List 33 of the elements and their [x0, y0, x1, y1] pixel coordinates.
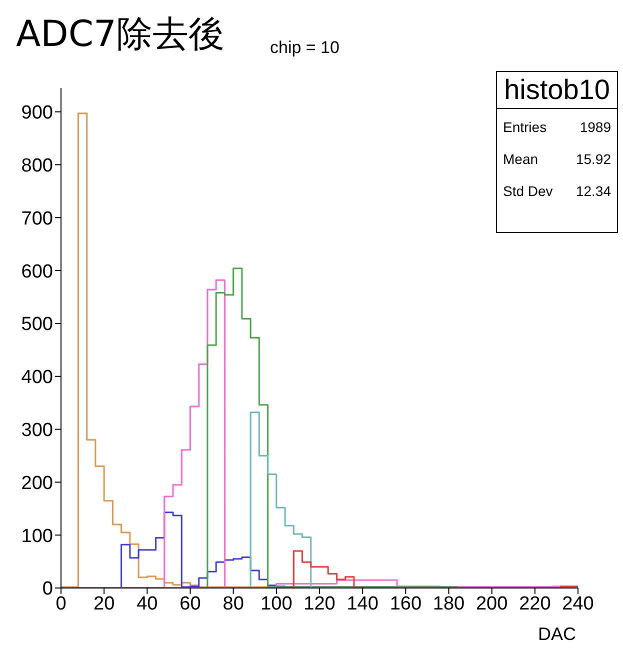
- x-tick-label: 200: [476, 593, 508, 614]
- y-tick-label: 800: [21, 155, 53, 176]
- y-tick-label: 400: [21, 367, 53, 388]
- annotation: histob10: [497, 72, 617, 109]
- chart-subtitle: chip = 10: [270, 38, 340, 58]
- y-tick-label: 600: [21, 261, 53, 282]
- x-tick-label: 180: [432, 593, 465, 614]
- x-tick-label: 240: [562, 593, 594, 614]
- annotation: Entries: [503, 119, 547, 135]
- x-tick-label: 0: [56, 593, 66, 614]
- annotation: Std Dev: [503, 183, 553, 199]
- y-tick-label: 700: [21, 208, 53, 230]
- y-tick-label: 200: [21, 472, 53, 494]
- x-tick-label: 220: [519, 593, 551, 614]
- chart-title: ADC7除去後: [16, 13, 224, 57]
- y-tick-label: 900: [21, 102, 53, 124]
- y-tick-label: 500: [21, 314, 53, 336]
- x-tick-label: 100: [260, 593, 292, 614]
- text: 1989: [580, 119, 611, 135]
- x-axis-title: DAC: [538, 624, 576, 645]
- x-tick-label: 160: [390, 593, 422, 614]
- x-tick-label: 140: [346, 593, 378, 614]
- x-tick-label: 40: [136, 593, 158, 614]
- y-tick-label: 300: [21, 420, 53, 442]
- x-tick-label: 80: [222, 593, 244, 614]
- y-tick-label: 100: [21, 526, 53, 547]
- x-tick-label: 20: [94, 593, 115, 614]
- x-tick-label: 120: [304, 593, 336, 614]
- x-tick-label: 60: [180, 593, 201, 614]
- y-tick-label: 0: [42, 578, 53, 600]
- annotation: 12.34: [576, 183, 611, 199]
- annotation: 15.92: [576, 151, 611, 167]
- annotation: Mean: [503, 151, 538, 167]
